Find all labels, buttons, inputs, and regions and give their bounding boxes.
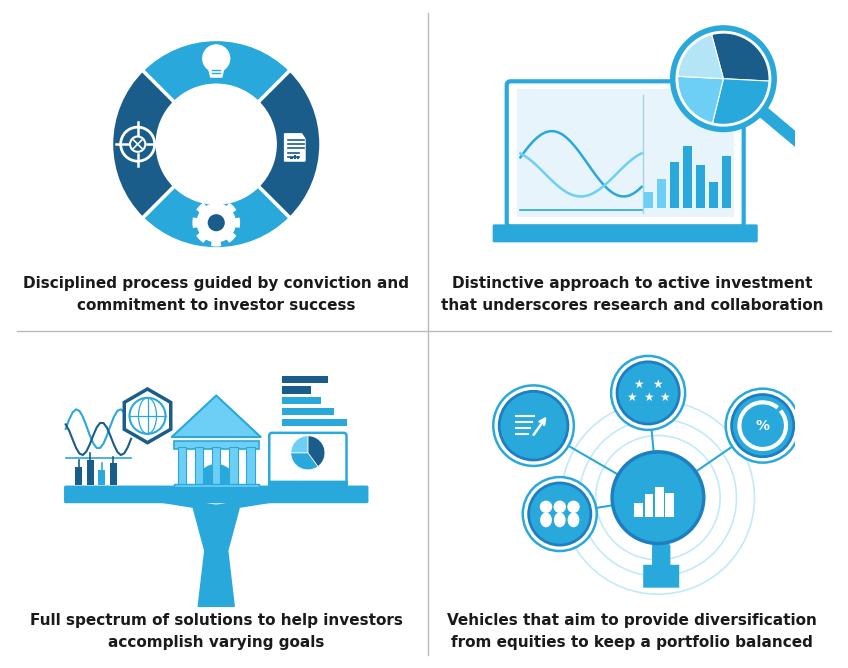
Bar (683, 146, 692, 208)
Wedge shape (711, 33, 769, 81)
Bar (75, 466, 82, 484)
FancyBboxPatch shape (268, 481, 348, 488)
FancyBboxPatch shape (247, 448, 255, 486)
Circle shape (656, 538, 667, 549)
Wedge shape (678, 35, 723, 79)
Wedge shape (308, 436, 325, 466)
Polygon shape (193, 508, 239, 607)
Circle shape (672, 28, 774, 130)
Circle shape (197, 464, 236, 503)
Bar (722, 156, 731, 208)
Text: ★: ★ (633, 378, 644, 391)
Wedge shape (111, 70, 175, 218)
Circle shape (612, 452, 704, 544)
Wedge shape (258, 70, 321, 218)
FancyBboxPatch shape (229, 448, 237, 486)
Text: Distinctive approach to active investment
that underscores research and collabor: Distinctive approach to active investmen… (440, 276, 823, 313)
FancyBboxPatch shape (212, 448, 220, 486)
Polygon shape (209, 69, 224, 77)
Text: Vehicles that aim to provide diversification
from equities to keep a portfolio b: Vehicles that aim to provide diversifica… (447, 613, 817, 651)
Bar (98, 470, 105, 484)
Polygon shape (125, 389, 170, 443)
Circle shape (528, 483, 591, 545)
Wedge shape (712, 79, 769, 124)
Wedge shape (142, 39, 290, 102)
Polygon shape (285, 134, 305, 161)
Bar (290, 157, 293, 160)
Bar (670, 162, 679, 208)
Ellipse shape (567, 512, 579, 527)
Circle shape (208, 214, 225, 231)
Circle shape (567, 500, 580, 513)
Bar (282, 375, 327, 383)
Text: ★: ★ (652, 378, 662, 391)
Bar (282, 419, 347, 426)
Bar (297, 156, 299, 160)
Bar (656, 178, 666, 208)
Bar (634, 503, 643, 516)
Text: Full spectrum of solutions to help investors
accomplish varying goals: Full spectrum of solutions to help inves… (30, 613, 403, 651)
FancyBboxPatch shape (177, 448, 186, 486)
FancyBboxPatch shape (270, 433, 347, 487)
Circle shape (617, 362, 679, 424)
Circle shape (499, 391, 568, 460)
FancyBboxPatch shape (195, 448, 204, 486)
Text: ★: ★ (659, 391, 670, 404)
Bar (666, 493, 674, 516)
Circle shape (726, 389, 800, 463)
Bar (282, 408, 334, 415)
Polygon shape (172, 395, 260, 437)
Polygon shape (193, 200, 239, 246)
Ellipse shape (554, 512, 566, 527)
Circle shape (554, 500, 566, 513)
Ellipse shape (540, 512, 552, 527)
FancyBboxPatch shape (493, 224, 758, 242)
Circle shape (202, 44, 231, 73)
FancyBboxPatch shape (516, 88, 734, 217)
Bar (109, 464, 117, 484)
Bar (282, 386, 311, 393)
Circle shape (611, 356, 685, 430)
Bar (86, 460, 94, 484)
Text: %: % (756, 419, 770, 433)
Bar (655, 487, 663, 516)
Bar (644, 494, 653, 516)
Bar (696, 166, 705, 208)
Bar (282, 397, 321, 404)
Bar (709, 182, 718, 208)
Wedge shape (291, 453, 318, 470)
Circle shape (494, 385, 574, 466)
Circle shape (540, 500, 552, 513)
Wedge shape (291, 436, 308, 453)
Bar (293, 155, 296, 160)
FancyBboxPatch shape (174, 440, 259, 449)
Text: Disciplined process guided by conviction and
commitment to investor success: Disciplined process guided by conviction… (23, 276, 410, 313)
Polygon shape (644, 541, 679, 588)
Text: ★: ★ (643, 391, 653, 404)
Circle shape (732, 395, 794, 457)
Circle shape (522, 477, 597, 551)
Wedge shape (142, 186, 290, 249)
FancyBboxPatch shape (507, 81, 744, 226)
Text: ★: ★ (627, 391, 637, 404)
FancyBboxPatch shape (64, 486, 368, 503)
Circle shape (130, 398, 165, 434)
Wedge shape (678, 76, 723, 123)
Bar (644, 192, 653, 208)
FancyBboxPatch shape (174, 484, 259, 487)
